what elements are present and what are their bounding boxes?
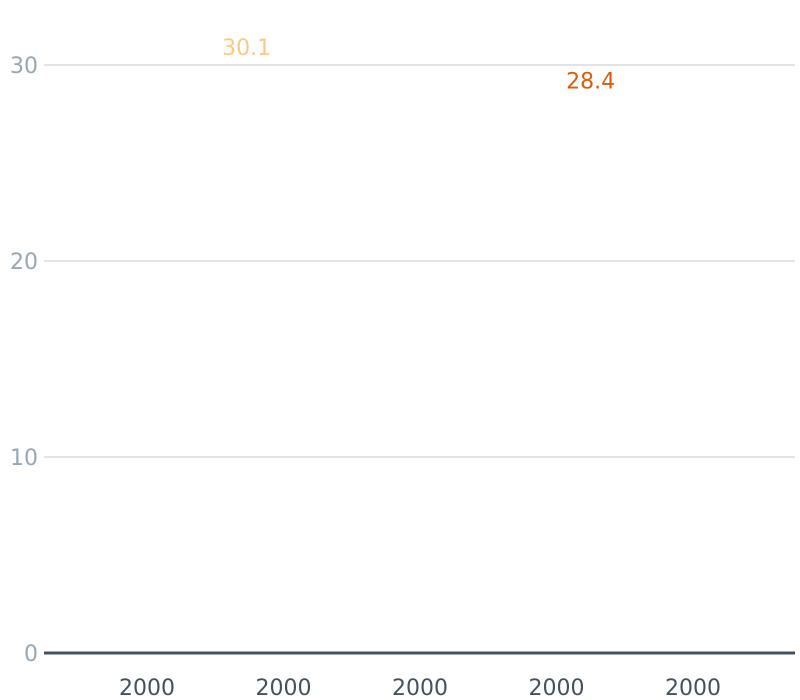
x-tick-label: 2000: [119, 676, 175, 700]
data-label: 30.1: [222, 36, 271, 61]
y-axis-ticks: 0 10 20 30: [10, 54, 38, 667]
data-label: 28.4: [566, 69, 615, 94]
x-tick-label: 2000: [256, 676, 312, 700]
data-labels: 30.1 28.4: [222, 36, 615, 94]
x-tick-label: 2000: [392, 676, 448, 700]
y-tick-label: 30: [10, 54, 38, 79]
y-tick-label: 20: [10, 250, 38, 275]
x-tick-label: 2000: [665, 676, 721, 700]
y-tick-label: 10: [10, 446, 38, 471]
x-axis-ticks: 2000 2000 2000 2000 2000: [119, 676, 721, 700]
y-tick-label: 0: [24, 642, 38, 667]
gridlines: [44, 64, 795, 458]
x-tick-label: 2000: [529, 676, 585, 700]
